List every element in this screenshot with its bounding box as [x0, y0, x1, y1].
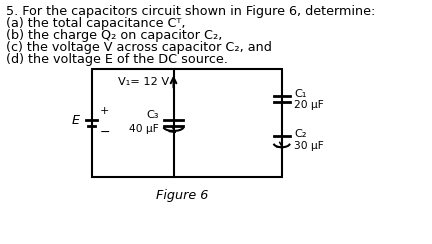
Bar — [92, 69, 282, 177]
Text: +: + — [100, 106, 109, 116]
Text: V₁= 12 V: V₁= 12 V — [118, 77, 169, 87]
Text: 40 μF: 40 μF — [129, 124, 159, 134]
Text: 5. For the capacitors circuit shown in Figure 6, determine:: 5. For the capacitors circuit shown in F… — [6, 5, 375, 18]
Text: C₁: C₁ — [295, 89, 307, 99]
Text: (d) the voltage E of the DC source.: (d) the voltage E of the DC source. — [6, 53, 228, 66]
Text: 20 μF: 20 μF — [295, 100, 324, 110]
Text: (a) the total capacitance Cᵀ,: (a) the total capacitance Cᵀ, — [6, 17, 185, 30]
Text: (b) the charge Q₂ on capacitor C₂,: (b) the charge Q₂ on capacitor C₂, — [6, 29, 222, 42]
Text: C₂: C₂ — [295, 129, 307, 139]
Text: Figure 6: Figure 6 — [156, 189, 209, 202]
Text: 30 μF: 30 μF — [295, 141, 324, 151]
Text: (c) the voltage V across capacitor C₂, and: (c) the voltage V across capacitor C₂, a… — [6, 41, 272, 54]
Text: C₃: C₃ — [146, 110, 159, 120]
Text: −: − — [100, 126, 111, 139]
Text: E: E — [72, 113, 79, 127]
